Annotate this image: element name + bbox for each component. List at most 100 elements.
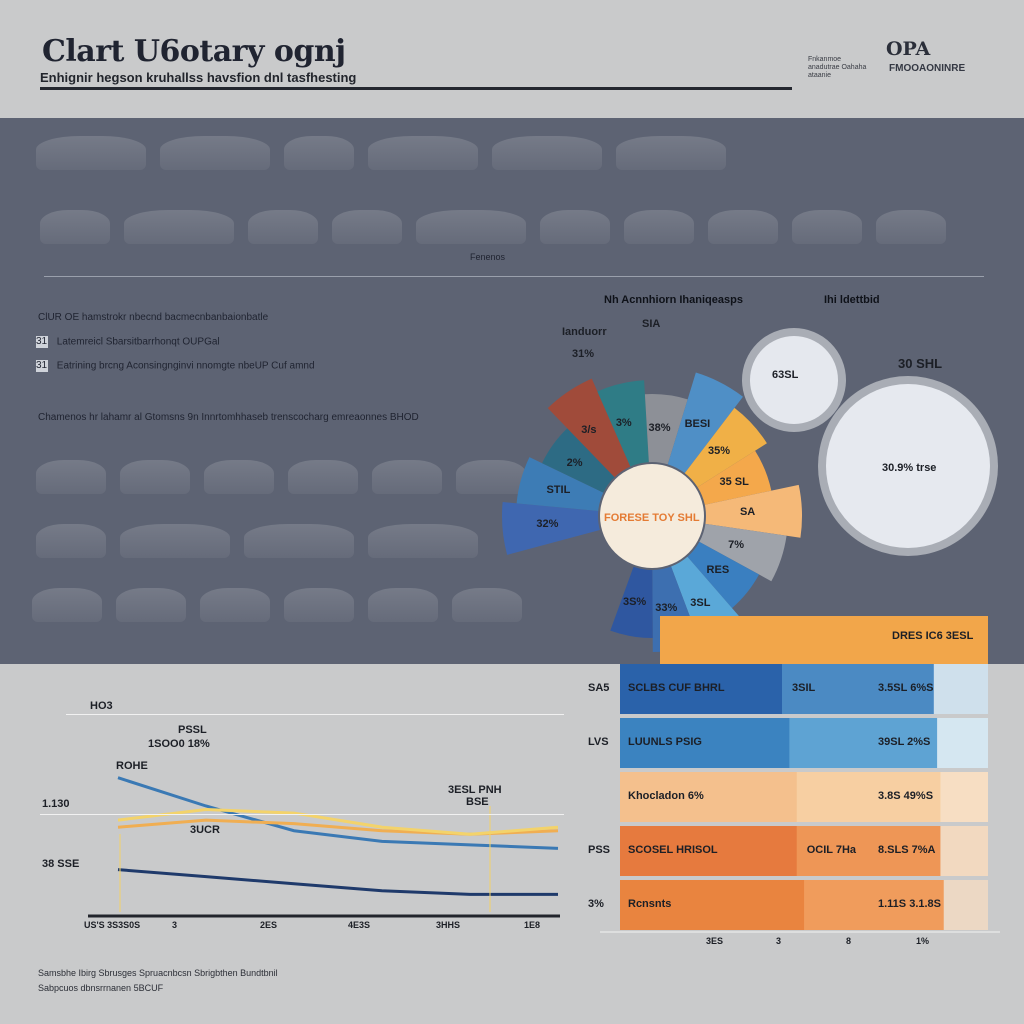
bar-value-label: 3.8S 49%S [878,790,934,802]
pie-slice [687,541,760,609]
pie-slice [697,450,772,505]
ghost-illustration [876,210,946,244]
ghost-illustration [160,136,270,170]
ghost-illustration [204,460,274,494]
ghost-illustration-row-1 [36,136,726,170]
pie-slice-label: STIL [546,483,571,496]
line-x-tick: US'S 3S3S0S [84,920,141,930]
band-note-3: 31 Eatrining brcng Aconsingnginvi nnomgt… [36,360,315,372]
bubble-small [750,336,838,424]
pie-slice [597,380,649,467]
line-chart-gridline [66,714,564,715]
pie-slice-label: 3SL [690,596,711,609]
bubble-group [600,328,998,568]
bar-category-label: 3% [588,898,604,910]
top-stack-band [660,616,988,664]
ghost-illustration [116,588,186,622]
pie-slice [699,523,787,582]
bar-value-label: 1.11S 3.1.8S [878,898,941,910]
bar-mid-label: 3SIL [792,682,816,694]
ghost-illustration-row-3 [36,460,526,494]
band-note-3-badge: 31 [36,360,48,372]
page-title: Clart U6otary ognj [42,34,346,69]
ghost-illustration [792,210,862,244]
pie-center-label: FORESE TOY SHL [604,512,700,524]
pie-annotation-1: Ianduorr [562,326,607,338]
band-note-3-text: Eatrining brcng Aconsingnginvi nnomgte n… [56,360,315,372]
band-mid-caption: Fenenos [470,252,506,262]
pie-slice-label: SA [739,505,756,518]
bar-label: Khocladon 6% [628,790,704,802]
ghost-illustration [616,136,726,170]
source-line-2: Sabpcuos dbnsrrnanen 5BCUF [38,983,164,993]
ghost-illustration [368,588,438,622]
pie-slice [516,457,604,511]
bubble-large [826,384,990,548]
pie-slice [684,407,767,488]
line-x-tick: 4E3S [348,920,371,930]
brand-tagline: FMOOAONINRE [889,63,966,74]
bar-segment-primary [620,664,782,714]
ghost-illustration-row-5 [32,588,522,622]
line-annotation: ROHE [116,760,148,772]
ghost-illustration [332,210,402,244]
pie-slice [502,502,600,555]
line-chart-gridline [40,814,564,815]
pie-slice-label: 33% [655,602,678,615]
pie-slice-label: RES [706,564,730,577]
bubble-small-label: 63SL [772,369,799,381]
line-x-tick: 1E8 [524,920,541,930]
pie-annotation-3: 31% [572,348,595,360]
line-x-tick: 2ES [260,920,278,930]
pie-slice-label: 35% [708,444,731,457]
pie-slice-label: 2% [566,457,583,470]
pie-annotation-2: SIA [642,318,661,330]
ghost-illustration [284,136,354,170]
bar-x-tick: 1% [916,936,930,946]
line-x-tick: 3HHS [436,920,461,930]
band-note-1-label: ClUR OE [38,312,80,323]
line-annotation: PSSL [178,724,207,736]
pie-slice [610,566,653,638]
ghost-illustration [284,588,354,622]
pie-slice [644,393,688,465]
pie-slice-label: 3% [615,416,632,429]
ghost-illustration [32,588,102,622]
ghost-illustration [244,524,354,558]
line-x-tick: 3 [172,920,178,930]
pie-slice [704,484,803,538]
bar-value-label: 3.5SL 6%S [878,682,934,694]
ghost-illustration [372,460,442,494]
ghost-illustration [124,210,234,244]
ghost-illustration [368,524,478,558]
line-annotation: BSE [466,796,489,808]
ghost-illustration [288,460,358,494]
ghost-illustration [248,210,318,244]
bubble-large-label: 30 SHL [898,356,943,371]
source-line-1: Samsbhe Ibirg Sbrusges Spruacnbcsn Sbrig… [38,968,278,978]
ghost-illustration [368,136,478,170]
bar-segment-primary [620,718,790,768]
ghost-illustration-row-4 [36,524,478,558]
line-annotation: 1SOO0 18% [148,738,210,750]
pie-slice-label: 7% [728,539,744,552]
brand-caption: Fnkanmoe anadutrae Oahaha ataanie [808,56,867,79]
bar-category-label: LVS [588,736,609,748]
bar-label: SCLBS CUF BHRL [628,682,725,694]
ghost-illustration [708,210,778,244]
pie-slice-label: 35 SL [719,475,749,488]
ghost-illustration [36,136,146,170]
pie-slice-label: BESI [684,418,711,431]
bar-value-label: 39SL 2%S [878,736,931,748]
ghost-illustration-row-2 [40,210,946,244]
ghost-illustration [452,588,522,622]
page-subtitle: Enhignir hegson kruhallss havsfion dnl t… [40,70,357,85]
ghost-illustration [120,524,230,558]
bar-mid-label: OCIL 7Ha [806,844,857,856]
pie-slice [547,378,631,478]
pie-heading-left: Nh Acnnhiorn Ihaniqeasps [604,294,743,306]
source-note: Samsbhe Ibirg Sbrusges Spruacnbcsn Sbrig… [38,966,278,996]
line-series [117,776,559,850]
ghost-illustration [40,210,110,244]
